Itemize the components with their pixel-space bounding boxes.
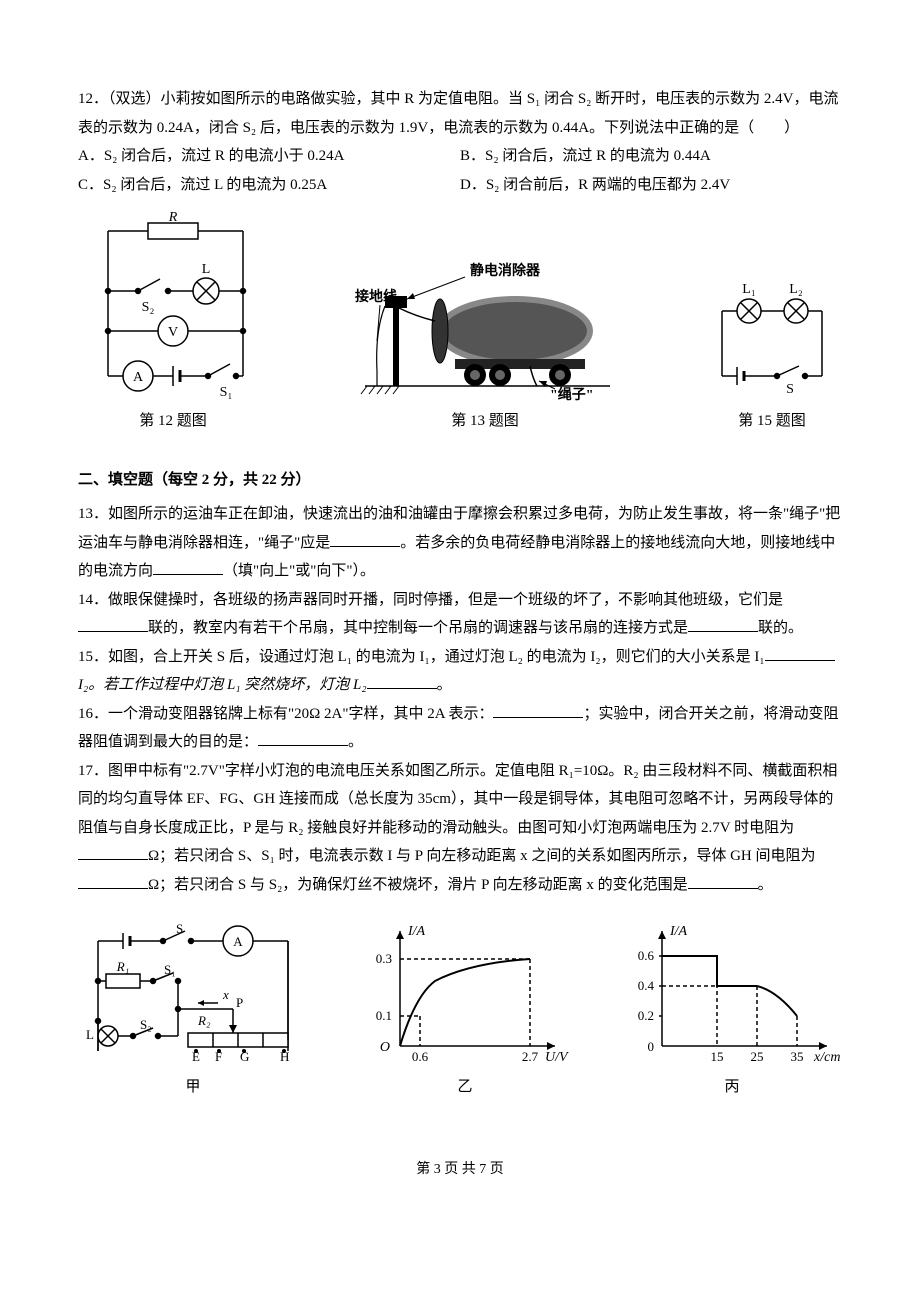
q15-c: 。 — [437, 677, 452, 693]
blank-16-1 — [493, 703, 583, 718]
figures-row-1: R L S₂ V A S₁ 第 12 题图 — [78, 211, 842, 436]
c17-a: A — [233, 934, 243, 949]
circuit-12-svg: R L S₂ V A S₁ — [78, 211, 268, 401]
section-2-header: 二、填空题（每空 2 分，共 22 分） — [78, 466, 842, 495]
bing-xlabel: x/cm — [813, 1050, 840, 1065]
c17-s1: S₁ — [164, 962, 176, 977]
page-footer: 第 3 页 共 7 页 — [78, 1157, 842, 1184]
bing-ylabel: I/A — [669, 924, 688, 939]
c17-s: S — [176, 921, 183, 936]
yi-origin: O — [380, 1040, 390, 1055]
bing-y04: 0.4 — [638, 978, 655, 993]
bing-origin: 0 — [648, 1039, 655, 1054]
q12-opt-d: D．S₂ 闭合前后，R 两端的电压都为 2.4V — [460, 171, 842, 200]
blank-16-2 — [258, 731, 348, 746]
fig-jia: S A R₁ S₁ L S₂ R₂ P x E F G H 甲 — [78, 921, 308, 1102]
label-jingdian: 静电消除器 — [470, 262, 541, 279]
label-l2: L₂ — [789, 282, 803, 297]
label-a: A — [133, 370, 144, 385]
q12-options: A．S₂ 闭合后，流过 R 的电流小于 0.24A B．S₂ 闭合后，流过 R … — [78, 142, 842, 199]
q13-c: （填"向上"或"向下"）。 — [223, 563, 375, 579]
c17-r2: R₂ — [197, 1013, 211, 1028]
label-s: S — [786, 382, 794, 397]
q14: 14．做眼保健操时，各班级的扬声器同时开播，同时停播，但是一个班级的坏了，不影响… — [78, 586, 842, 643]
chart-bing-svg: I/A x/cm 0 0.2 0.4 0.6 15 25 35 — [622, 921, 842, 1071]
c17-l: L — [86, 1027, 94, 1042]
label-v: V — [168, 325, 178, 340]
blank-13-2 — [153, 560, 223, 575]
tanker-svg: 静电消除器 接地线 "绳子" — [355, 261, 615, 401]
label-shengzi: "绳子" — [550, 386, 594, 401]
q16: 16．一个滑动变阻器铭牌上标有"20Ω 2A"字样，其中 2A 表示：；实验中，… — [78, 700, 842, 757]
q15-b: I₂。若工作过程中灯泡 L₁ 突然烧坏，灯泡 L₂ — [78, 677, 367, 693]
caption-bing: 丙 — [724, 1073, 739, 1102]
q17-a: 17．图甲中标有"2.7V"字样小灯泡的电流电压关系如图乙所示。定值电阻 R₁=… — [78, 763, 837, 836]
q17-c: Ω；若只闭合 S 与 S₂，为确保灯丝不被烧坏，滑片 P 向左移动距离 x 的变… — [148, 877, 688, 893]
label-jiedi: 接地线 — [355, 288, 397, 305]
q17-d: 。 — [758, 877, 773, 893]
figure-12: R L S₂ V A S₁ 第 12 题图 — [78, 211, 268, 436]
q12-opt-b: B．S₂ 闭合后，流过 R 的电流为 0.44A — [460, 142, 842, 171]
q15: 15．如图，合上开关 S 后，设通过灯泡 L₁ 的电流为 I₁，通过灯泡 L₂ … — [78, 643, 842, 700]
circuit-15-svg: L₁ L₂ S — [702, 281, 842, 401]
yi-y01: 0.1 — [376, 1008, 392, 1023]
caption-13: 第 13 题图 — [451, 407, 519, 436]
blank-17-3 — [688, 874, 758, 889]
yi-x06: 0.6 — [412, 1049, 429, 1064]
yi-y03: 0.3 — [376, 951, 392, 966]
q16-a: 16．一个滑动变阻器铭牌上标有"20Ω 2A"字样，其中 2A 表示： — [78, 706, 493, 722]
yi-xlabel: U/V — [545, 1050, 569, 1065]
bing-x25: 25 — [751, 1049, 764, 1064]
label-s2: S₂ — [142, 300, 155, 315]
yi-ylabel: I/A — [407, 924, 426, 939]
yi-x27: 2.7 — [522, 1049, 539, 1064]
figure-13: 静电消除器 接地线 "绳子" 第 13 题图 — [355, 261, 615, 436]
caption-yi: 乙 — [457, 1073, 472, 1102]
blank-14-1 — [78, 617, 148, 632]
caption-15: 第 15 题图 — [738, 407, 806, 436]
c17-p: P — [236, 995, 243, 1010]
c17-x: x — [222, 987, 229, 1002]
blank-15-2 — [367, 674, 437, 689]
blank-13-1 — [330, 532, 400, 547]
figure-15: L₁ L₂ S 第 15 题图 — [702, 281, 842, 436]
q17: 17．图甲中标有"2.7V"字样小灯泡的电流电压关系如图乙所示。定值电阻 R₁=… — [78, 757, 842, 900]
fig-yi: I/A U/V O 0.3 0.1 0.6 2.7 乙 — [360, 921, 570, 1102]
bing-y02: 0.2 — [638, 1008, 654, 1023]
q14-a: 14．做眼保健操时，各班级的扬声器同时开播，同时停播，但是一个班级的坏了，不影响… — [78, 592, 783, 608]
q12-text: 12．（双选）小莉按如图所示的电路做实验，其中 R 为定值电阻。当 S₁ 闭合 … — [78, 85, 842, 142]
q16-c: 。 — [348, 734, 363, 750]
q12-opt-c: C．S₂ 闭合后，流过 L 的电流为 0.25A — [78, 171, 460, 200]
bing-x15: 15 — [711, 1049, 724, 1064]
bing-x35: 35 — [791, 1049, 804, 1064]
q15-a: 15．如图，合上开关 S 后，设通过灯泡 L₁ 的电流为 I₁，通过灯泡 L₂ … — [78, 649, 765, 665]
chart-yi-svg: I/A U/V O 0.3 0.1 0.6 2.7 — [360, 921, 570, 1071]
blank-15-1 — [765, 646, 835, 661]
label-l1: L₁ — [742, 282, 755, 297]
q17-figures: S A R₁ S₁ L S₂ R₂ P x E F G H 甲 — [78, 921, 842, 1102]
fig-bing: I/A x/cm 0 0.2 0.4 0.6 15 25 35 丙 — [622, 921, 842, 1102]
caption-jia: 甲 — [185, 1073, 200, 1102]
q17-b: Ω；若只闭合 S、S₁ 时，电流表示数 I 与 P 向左移动距离 x 之间的关系… — [148, 848, 816, 864]
q13: 13．如图所示的运油车正在卸油，快速流出的油和油罐由于摩擦会积累过多电荷，为防止… — [78, 500, 842, 586]
blank-17-2 — [78, 874, 148, 889]
q14-c: 联的。 — [758, 620, 803, 636]
c17-s2: S₂ — [140, 1017, 152, 1032]
q12-opt-a: A．S₂ 闭合后，流过 R 的电流小于 0.24A — [78, 142, 460, 171]
label-r: R — [168, 211, 178, 225]
label-s1: S₁ — [220, 385, 233, 400]
circuit-17-svg: S A R₁ S₁ L S₂ R₂ P x E F G H — [78, 921, 308, 1071]
caption-12: 第 12 题图 — [139, 407, 207, 436]
label-l: L — [202, 262, 211, 277]
blank-14-2 — [688, 617, 758, 632]
q14-b: 联的，教室内有若干个吊扇，其中控制每一个吊扇的调速器与该吊扇的连接方式是 — [148, 620, 688, 636]
blank-17-1 — [78, 845, 148, 860]
bing-y06: 0.6 — [638, 948, 655, 963]
c17-r1: R₁ — [116, 959, 129, 974]
